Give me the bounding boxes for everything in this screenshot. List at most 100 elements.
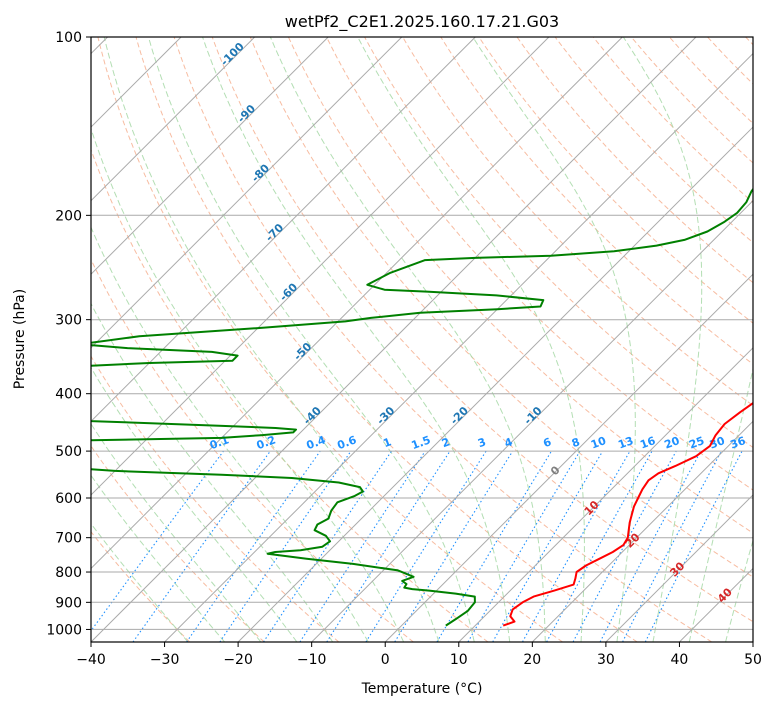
- mixing-ratio-label: 0.4: [305, 433, 328, 452]
- moist-adiabat-line: [91, 226, 369, 642]
- dry-adiabat-line: [91, 258, 414, 642]
- isotherm-line: [458, 347, 753, 642]
- isotherm-line: [679, 567, 753, 642]
- moist-adiabat-line: [762, 37, 775, 642]
- mixing-ratio-label: 30: [708, 434, 727, 452]
- dry-adiabat-line: [97, 37, 563, 642]
- isotherm-label: -100: [218, 40, 247, 69]
- y-tick-label: 800: [55, 565, 82, 581]
- isotherm-line: [752, 641, 753, 642]
- dry-adiabat-line: [707, 37, 753, 85]
- isotherm-line: [91, 37, 329, 275]
- isotherm-line: [237, 126, 753, 642]
- moist-adiabat-line: [357, 37, 585, 642]
- mixing-ratio-label: 4: [503, 435, 515, 450]
- mixing-ratio-line: [186, 450, 321, 642]
- dry-adiabat-line: [326, 37, 753, 491]
- mixing-ratio-line: [467, 450, 581, 642]
- plot-frame: [90, 36, 754, 643]
- mixing-ratio-label: 13: [616, 434, 635, 451]
- y-tick-label: 900: [55, 595, 82, 611]
- moist-adiabat-line: [91, 522, 189, 642]
- dry-adiabat-line: [91, 531, 191, 642]
- x-tick-label: −20: [223, 652, 253, 668]
- mixing-ratio-line: [522, 450, 631, 642]
- profile-lines: [91, 187, 753, 627]
- y-tick-label: 500: [55, 444, 82, 460]
- mixing-ratio-line: [622, 450, 722, 642]
- isotherm-line: [91, 37, 256, 202]
- dry-adiabat-line: [592, 37, 753, 204]
- y-tick-label: 100: [55, 30, 82, 46]
- y-axis: 1000 900 800 700 600 500 400 300 200 100: [46, 30, 91, 638]
- isotherm-label: -60: [277, 280, 300, 303]
- isotherm-line: [91, 37, 697, 642]
- mixing-ratio-line: [436, 450, 552, 642]
- mixing-ratio-label: 36: [728, 434, 747, 452]
- chart-title: wetPf2_C2E1.2025.160.17.21.G03: [285, 12, 559, 32]
- moist-adiabat-line: [103, 37, 440, 642]
- dry-adiabat-line: [364, 37, 753, 449]
- mixing-ratio-line: [394, 450, 514, 642]
- x-axis: −40 −30 −20 −10 0 10 20 30 40 50: [76, 642, 762, 668]
- mixing-ratio-label: 25: [687, 434, 706, 451]
- dry-adiabat-line: [516, 37, 753, 284]
- dry-adiabat-line: [402, 37, 753, 407]
- mixing-ratio-label: 8: [570, 435, 582, 450]
- mixing-ratio-label: 0.6: [335, 433, 358, 452]
- mixing-ratio-label: 1.5: [410, 433, 433, 452]
- x-tick-label: −30: [150, 652, 180, 668]
- isotherm-line: [91, 37, 623, 570]
- moist-adiabat-line: [91, 127, 405, 642]
- x-axis-title: Temperature (°C): [361, 681, 483, 697]
- isotherm-label: -70: [263, 221, 286, 244]
- y-tick-label: 600: [55, 491, 82, 507]
- x-tick-label: 10: [450, 652, 468, 668]
- moist-adiabat-line: [269, 37, 546, 642]
- mixing-ratio-label: 3: [476, 435, 488, 450]
- mixing-ratio-label: 6: [541, 435, 553, 450]
- mixing-ratio-line: [326, 450, 451, 642]
- moist-adiabat-line: [622, 37, 703, 642]
- mixing-ratio-line: [263, 450, 392, 642]
- dry-adiabat-line: [440, 37, 753, 365]
- dry-adiabat-line: [669, 37, 753, 124]
- y-axis-title: Pressure (hPa): [12, 289, 28, 389]
- dry-adiabat-line: [554, 37, 753, 244]
- isotherm-label: -40: [301, 404, 324, 427]
- y-tick-label: 700: [55, 531, 82, 547]
- y-tick-label: 300: [55, 313, 82, 329]
- moist-adiabat-label: 0: [548, 463, 563, 478]
- isotherm-line: [91, 37, 476, 423]
- moist-adiabat-line: [202, 37, 511, 642]
- mixing-ratio-label: 2: [440, 435, 452, 450]
- temperature-line: [502, 401, 753, 627]
- mixing-ratio-label: 0.2: [255, 433, 278, 452]
- moist-adiabat-line: [91, 423, 262, 642]
- mixing-ratio-label: 1: [381, 435, 393, 450]
- isotherm-label: -90: [235, 102, 258, 125]
- y-tick-label: 1000: [46, 622, 82, 638]
- x-tick-label: −10: [297, 652, 327, 668]
- isotherm-line: [91, 37, 550, 496]
- x-tick-label: 30: [597, 652, 615, 668]
- isoline-labels: -100-90-80-70-60-50-40 -30 -20 -100.1 0.2 0.4…: [208, 40, 748, 606]
- x-tick-label: −40: [76, 652, 106, 668]
- dewpoint-line: [91, 187, 753, 627]
- isotherm-line: [605, 494, 753, 642]
- x-tick-label: 50: [744, 652, 762, 668]
- isotherm-line: [531, 420, 753, 642]
- dry-adiabat-line: [287, 37, 753, 534]
- isotherm-line: [164, 52, 753, 642]
- dry-adiabat-line: [91, 355, 340, 642]
- isotherm-label: -30: [374, 404, 397, 427]
- x-tick-label: 0: [381, 652, 390, 668]
- mixing-ratio-line: [91, 450, 224, 632]
- moist-adiabat-line: [725, 538, 753, 642]
- background-lines: [91, 37, 775, 642]
- moist-adiabat-label: 10: [582, 498, 602, 518]
- mixing-ratio-line: [546, 450, 653, 642]
- dry-adiabat-line: [173, 37, 713, 642]
- moist-adiabat-line: [688, 366, 753, 642]
